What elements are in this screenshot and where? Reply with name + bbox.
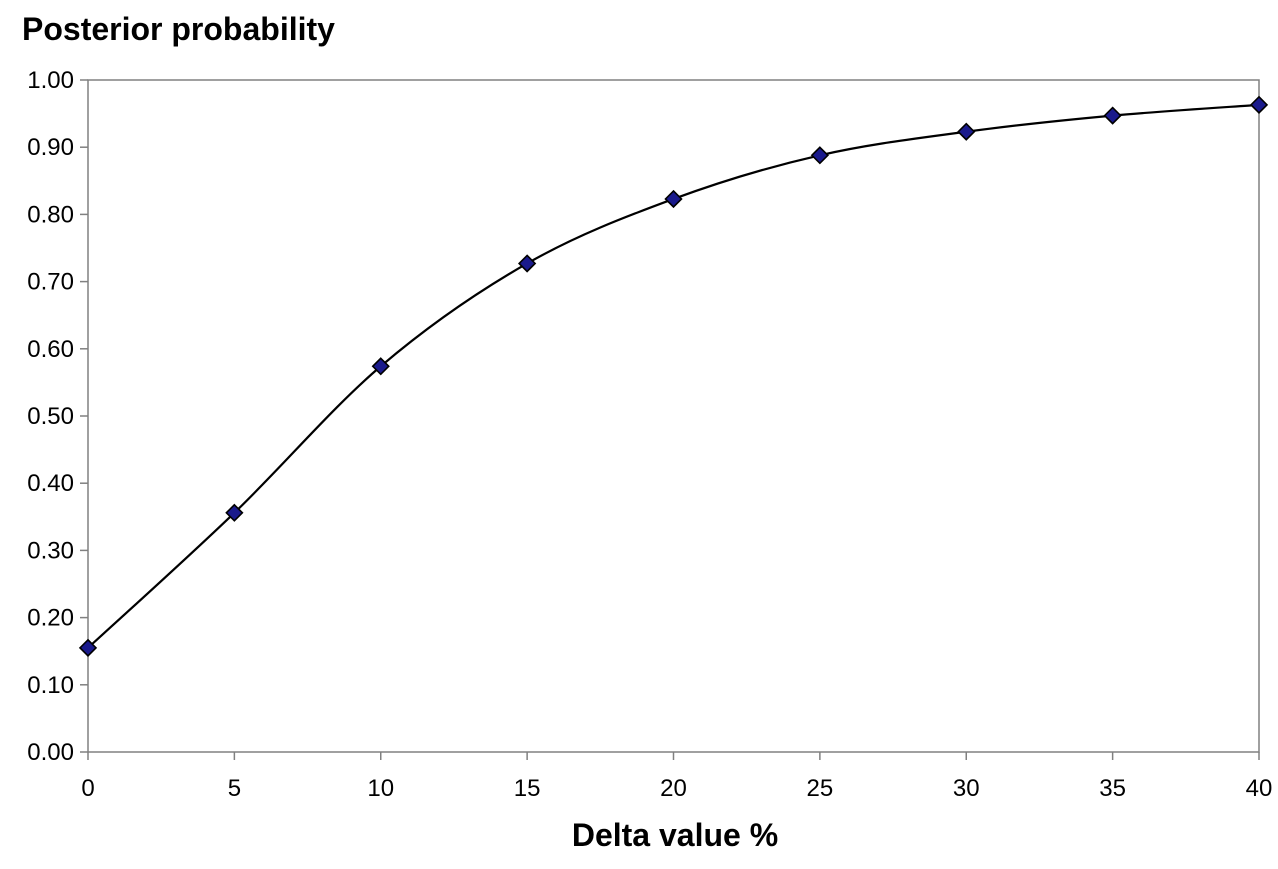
x-tick-label: 20 (660, 775, 687, 802)
series-line-group (87, 103, 1260, 649)
data-point-marker (1103, 106, 1122, 125)
y-tick-label: 0.40 (27, 470, 74, 497)
y-tick-label: 0.20 (27, 605, 74, 632)
plot-frame (87, 79, 1260, 753)
data-point-marker (78, 638, 98, 657)
y-tick-label: 0.00 (27, 739, 74, 766)
plot-area-border (87, 79, 1260, 753)
y-tick-label: 0.90 (27, 134, 74, 161)
series-line (87, 103, 1260, 649)
x-tick-label: 15 (514, 775, 541, 802)
data-point-marker (664, 189, 683, 209)
y-tick-label: 0.80 (27, 201, 74, 228)
x-tick-label: 25 (807, 775, 834, 802)
data-point-marker (371, 357, 390, 376)
x-axis: 0 5 10 15 20 25 30 35 40 (81, 752, 1272, 802)
data-point-marker (1249, 95, 1269, 114)
y-tick-label: 1.00 (27, 67, 74, 94)
x-tick-label: 0 (81, 775, 94, 802)
data-point-marker (810, 146, 830, 165)
data-point-marker (225, 503, 244, 522)
y-tick-label: 0.70 (27, 269, 74, 296)
y-tick-label: 0.60 (27, 336, 74, 363)
x-tick-label: 10 (367, 775, 394, 802)
x-tick-label: 35 (1099, 775, 1126, 802)
x-tick-label: 40 (1246, 775, 1273, 802)
y-tick-label: 0.50 (27, 403, 74, 430)
x-axis-title: Delta value % (572, 817, 778, 853)
y-axis: 0.00 0.10 0.20 0.30 0.40 0.50 0.60 0.70 0.80 0.90… (27, 67, 88, 766)
data-point-marker (957, 122, 976, 141)
y-axis-title: Posterior probability (22, 11, 335, 47)
y-tick-label: 0.30 (27, 537, 74, 564)
x-tick-label: 5 (228, 775, 241, 802)
data-point-marker (517, 254, 537, 273)
y-tick-label: 0.10 (27, 672, 74, 699)
data-markers (78, 95, 1269, 657)
x-tick-label: 30 (953, 775, 980, 802)
